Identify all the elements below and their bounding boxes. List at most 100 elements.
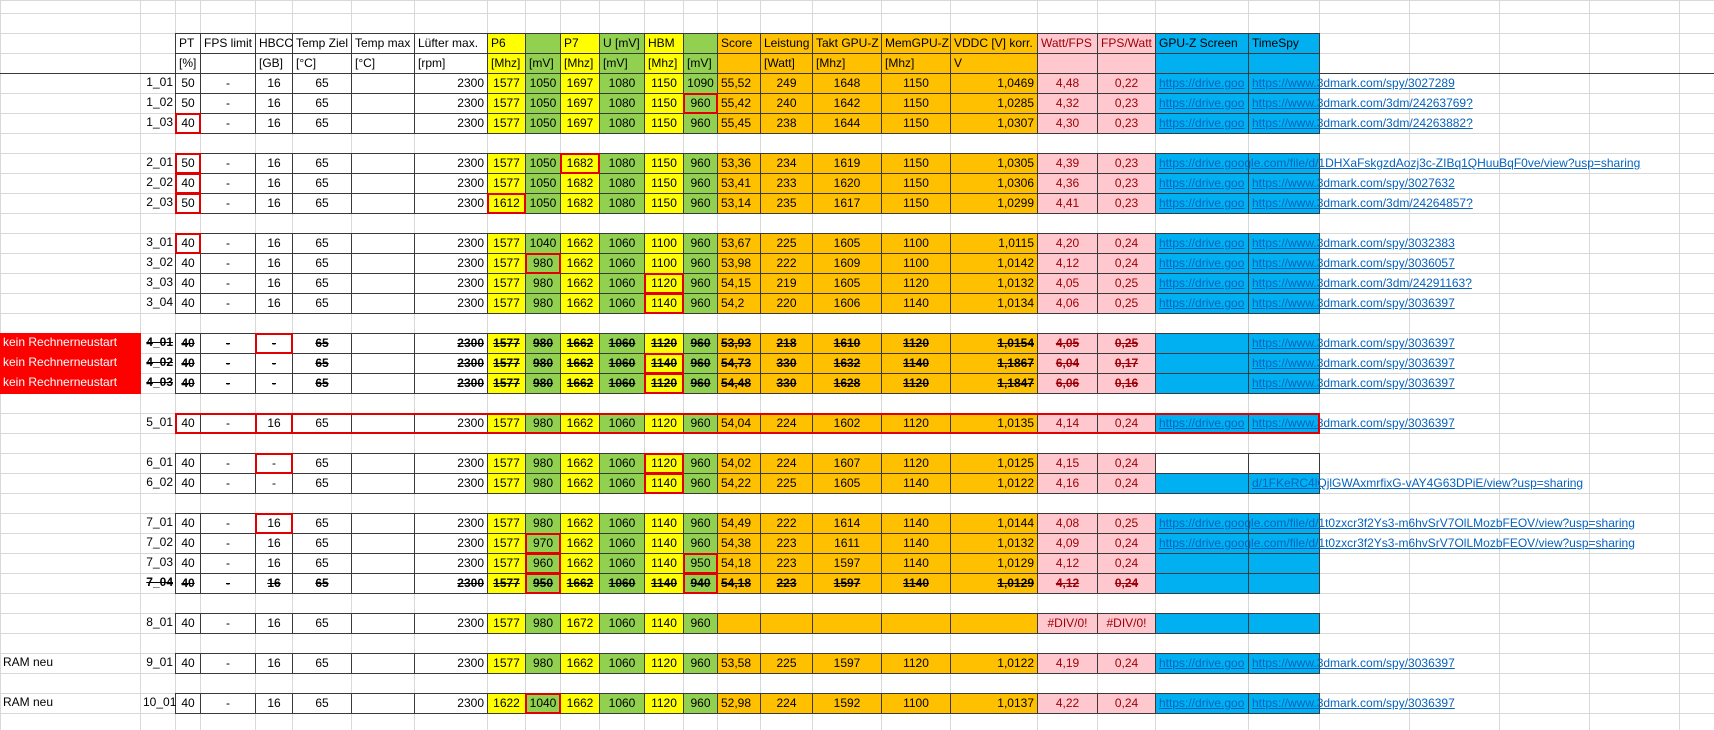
link-cell-text[interactable]: https://www.3dmark.com/spy/3036397: [1252, 336, 1455, 350]
data-cell: 1662: [560, 553, 600, 574]
data-cell-text: 2300: [457, 576, 484, 590]
link-cell-text[interactable]: https://drive.goo: [1159, 276, 1245, 290]
data-cell: 4,41: [1037, 193, 1098, 214]
data-cell: 1150: [881, 173, 951, 194]
data-cell: 1,0132: [950, 533, 1038, 554]
data-cell-text: -: [272, 336, 276, 350]
link-cell-text[interactable]: https://drive.goo: [1159, 196, 1245, 210]
highlight-box: [683, 553, 718, 574]
link-cell-text[interactable]: https://drive.goo: [1159, 96, 1245, 110]
data-cell: 4,16: [1037, 473, 1098, 494]
link-cell-text[interactable]: https://www.3dmark.com/3dm/24291163?: [1252, 276, 1472, 290]
header-cell-text: [°C]: [296, 56, 317, 70]
data-cell-text: 40: [181, 696, 195, 710]
note-cell: [0, 93, 141, 114]
link-cell-text[interactable]: https://drive.goo: [1159, 296, 1245, 310]
data-cell-text: 233: [776, 176, 797, 190]
row-id-text: 7_02: [146, 535, 173, 549]
header-cell: GPU-Z Screen: [1155, 33, 1249, 54]
data-cell: -: [200, 553, 256, 574]
data-cell-text: 2300: [457, 256, 484, 270]
row-id-text: 9_01: [146, 655, 173, 669]
row-id-text: 7_03: [146, 555, 173, 569]
link-cell: https://www.3dmark.com/spy/3036397: [1248, 293, 1455, 314]
data-cell: 240: [760, 93, 813, 114]
data-cell: [1248, 553, 1320, 574]
data-cell-text: 1150: [651, 176, 677, 190]
data-cell-text: 65: [315, 516, 329, 530]
link-cell: https://drive.google.com/file/d/1t0zxcr3…: [1155, 533, 1635, 554]
link-cell-text[interactable]: https://www.3dmark.com/3dm/24263882?: [1252, 116, 1473, 130]
link-cell-text[interactable]: https://www.3dmark.com/3dm/24264857?: [1252, 196, 1473, 210]
data-cell: 2300: [414, 153, 488, 174]
data-cell: 1577: [487, 293, 526, 314]
data-cell: 1662: [560, 693, 600, 714]
data-cell: 1150: [644, 193, 684, 214]
data-cell-text: 52,98: [721, 696, 752, 710]
row-id-text: 1_03: [146, 115, 173, 129]
data-cell: 40: [175, 253, 201, 274]
data-cell-text: 1060: [608, 416, 636, 430]
data-cell-text: 65: [315, 656, 329, 670]
data-cell-text: 980: [532, 456, 554, 470]
link-cell-text[interactable]: https://www.3dmark.com/spy/3027632: [1252, 176, 1455, 190]
data-cell-text: 0,23: [1114, 176, 1139, 190]
data-cell: 1648: [812, 73, 882, 94]
link-cell-text[interactable]: https://drive.google.com/file/d/1t0zxcr3…: [1159, 516, 1635, 530]
header-cell: Takt GPU-Z: [812, 33, 882, 54]
header-cell: [717, 53, 761, 74]
link-cell-text[interactable]: https://www.3dmark.com/spy/3036397: [1252, 416, 1455, 430]
data-cell: 53,67: [717, 233, 761, 254]
data-cell-text: 1140: [903, 516, 929, 530]
data-cell: 1611: [812, 533, 882, 554]
data-cell: 65: [292, 233, 352, 254]
data-cell-text: 1682: [566, 156, 594, 170]
data-cell-text: 1060: [608, 576, 636, 590]
link-cell-text[interactable]: https://drive.goo: [1159, 416, 1245, 430]
data-cell: 4,08: [1037, 513, 1098, 534]
data-cell-text: 1612: [493, 196, 520, 210]
note-cell: [0, 573, 141, 594]
data-cell-text: 1140: [651, 296, 677, 310]
link-cell-text[interactable]: https://drive.goo: [1159, 256, 1245, 270]
grid-line-h: [0, 13, 1714, 14]
link-cell-text[interactable]: https://drive.google.com/file/d/1t0zxcr3…: [1159, 536, 1635, 550]
link-cell-text[interactable]: https://www.3dmark.com/spy/3036397: [1252, 656, 1455, 670]
link-cell-text[interactable]: https://drive.goo: [1159, 76, 1245, 90]
link-cell-text[interactable]: https://drive.goo: [1159, 116, 1245, 130]
data-cell: 65: [292, 473, 352, 494]
data-cell-text: 1050: [529, 116, 557, 130]
data-cell-text: 1,1867: [997, 356, 1034, 370]
highlight-box: [175, 153, 201, 174]
link-cell-text[interactable]: https://www.3dmark.com/spy/3036057: [1252, 256, 1455, 270]
link-cell-text[interactable]: https://www.3dmark.com/spy/3036397: [1252, 696, 1455, 710]
data-cell-text: 1,0144: [997, 516, 1034, 530]
header-cell-text: FPS limit: [204, 36, 252, 50]
data-cell: 1120: [881, 453, 951, 474]
data-cell: 1597: [812, 653, 882, 674]
data-cell-text: 1,0299: [997, 196, 1034, 210]
header-cell: U [mV]: [599, 33, 645, 54]
link-cell-text[interactable]: https://www.3dmark.com/spy/3027289: [1252, 76, 1455, 90]
link-cell-text[interactable]: https://drive.goo: [1159, 236, 1245, 250]
link-cell-text[interactable]: https://drive.goo: [1159, 696, 1245, 710]
link-cell-text[interactable]: https://drive.goo: [1159, 176, 1245, 190]
data-cell: 54,49: [717, 513, 761, 534]
header-cell: FPS/Watt: [1097, 33, 1156, 54]
header-cell: PT: [175, 33, 201, 54]
link-cell-text[interactable]: https://www.3dmark.com/spy/3032383: [1252, 236, 1455, 250]
link-cell-text[interactable]: https://www.3dmark.com/spy/3036397: [1252, 296, 1455, 310]
data-cell-text: 16: [267, 656, 281, 670]
link-cell-text[interactable]: https://drive.google.com/file/d/1DHXaFsk…: [1159, 156, 1641, 170]
note-cell: [0, 273, 141, 294]
link-cell-text[interactable]: https://www.3dmark.com/spy/3036397: [1252, 356, 1455, 370]
data-cell-text: 240: [776, 96, 797, 110]
link-cell-text[interactable]: https://www.3dmark.com/spy/3036397: [1252, 376, 1455, 390]
data-cell: 1,0469: [950, 73, 1038, 94]
link-cell-text[interactable]: https://drive.goo: [1159, 656, 1245, 670]
link-cell-text[interactable]: https://www.3dmark.com/3dm/24263769?: [1252, 96, 1473, 110]
data-cell: 1662: [560, 533, 600, 554]
data-cell-text: 1140: [651, 516, 677, 530]
link-cell-text[interactable]: d/1FKeRC4lQjlGWAxmrfixG-vAY4G63DPiE/view…: [1252, 476, 1584, 490]
